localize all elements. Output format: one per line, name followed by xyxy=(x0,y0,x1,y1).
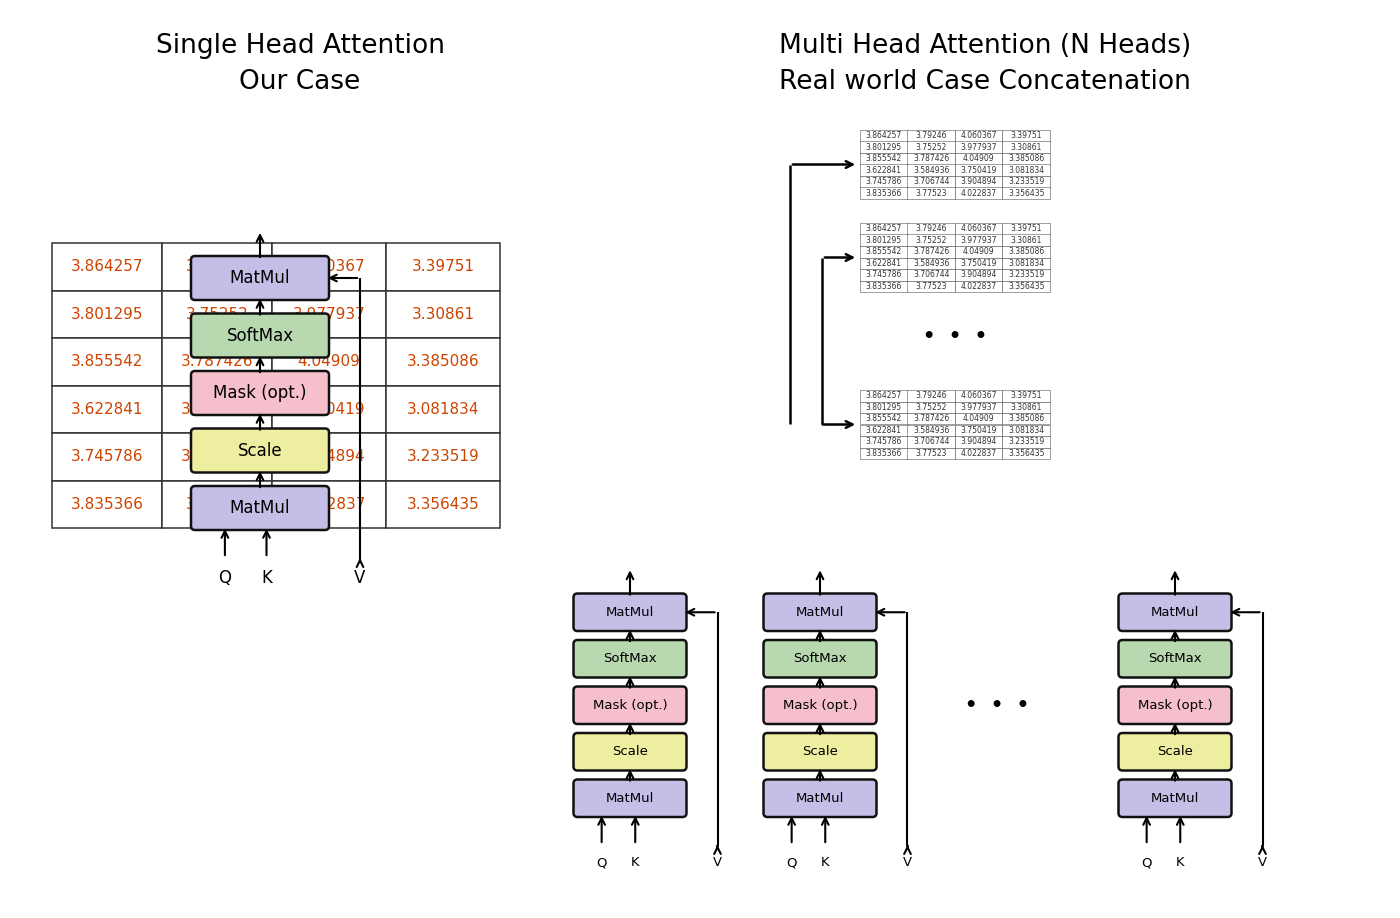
FancyBboxPatch shape xyxy=(1119,640,1232,677)
Text: Mask (opt.): Mask (opt.) xyxy=(592,699,668,711)
Bar xyxy=(1002,164,1050,176)
Text: 3.855542: 3.855542 xyxy=(865,247,902,256)
Text: 3.30861: 3.30861 xyxy=(1011,403,1042,412)
Bar xyxy=(1002,234,1050,246)
Bar xyxy=(52,243,162,290)
Text: 3.75252: 3.75252 xyxy=(186,307,248,321)
FancyBboxPatch shape xyxy=(1119,779,1232,817)
Text: 4.022837: 4.022837 xyxy=(960,449,997,458)
Bar xyxy=(860,176,907,187)
Text: 3.750419: 3.750419 xyxy=(960,166,997,174)
Text: 3.584936: 3.584936 xyxy=(913,426,949,435)
Bar xyxy=(955,424,1002,436)
Text: 3.745786: 3.745786 xyxy=(865,437,902,446)
Bar xyxy=(860,269,907,281)
Text: 3.835366: 3.835366 xyxy=(865,282,902,291)
Text: MatMul: MatMul xyxy=(795,791,844,805)
Bar xyxy=(1002,269,1050,281)
Text: 3.77523: 3.77523 xyxy=(916,189,946,197)
Text: 3.30861: 3.30861 xyxy=(1011,143,1042,151)
Text: 3.356435: 3.356435 xyxy=(406,497,479,511)
Bar xyxy=(1002,401,1050,413)
Text: 3.30861: 3.30861 xyxy=(1011,236,1042,245)
Text: 3.904894: 3.904894 xyxy=(960,177,997,186)
Bar xyxy=(860,153,907,164)
Text: 3.706744: 3.706744 xyxy=(913,270,949,279)
Bar xyxy=(907,164,955,176)
Bar xyxy=(52,386,162,433)
Bar xyxy=(907,390,955,401)
Text: 3.855542: 3.855542 xyxy=(865,154,902,163)
Text: K: K xyxy=(260,569,272,587)
Text: MatMul: MatMul xyxy=(1151,791,1200,805)
Bar xyxy=(272,480,386,528)
Bar xyxy=(955,187,1002,199)
Text: 3.855542: 3.855542 xyxy=(865,414,902,423)
Text: 3.835366: 3.835366 xyxy=(865,449,902,458)
Text: 3.77523: 3.77523 xyxy=(916,282,946,291)
FancyBboxPatch shape xyxy=(763,733,876,770)
Text: 4.022837: 4.022837 xyxy=(293,497,365,511)
Text: 3.39751: 3.39751 xyxy=(1011,391,1042,400)
FancyBboxPatch shape xyxy=(190,371,329,415)
Bar xyxy=(955,258,1002,269)
Text: 3.745786: 3.745786 xyxy=(71,449,143,465)
Text: 3.356435: 3.356435 xyxy=(1008,282,1044,291)
FancyBboxPatch shape xyxy=(574,640,686,677)
Bar xyxy=(860,281,907,292)
Bar xyxy=(907,130,955,141)
Text: 3.356435: 3.356435 xyxy=(1008,449,1044,458)
Text: 3.977937: 3.977937 xyxy=(960,143,997,151)
Text: 3.385086: 3.385086 xyxy=(406,354,479,369)
Bar xyxy=(955,281,1002,292)
Bar xyxy=(955,130,1002,141)
Text: V: V xyxy=(354,569,365,587)
FancyBboxPatch shape xyxy=(190,486,329,530)
Text: 3.622841: 3.622841 xyxy=(71,402,143,417)
FancyBboxPatch shape xyxy=(1119,687,1232,724)
Text: MatMul: MatMul xyxy=(795,606,844,619)
Bar xyxy=(860,223,907,234)
Bar xyxy=(1002,246,1050,258)
Text: K: K xyxy=(820,856,830,869)
Text: 3.904894: 3.904894 xyxy=(293,449,365,465)
Bar xyxy=(907,281,955,292)
Text: 3.385086: 3.385086 xyxy=(1008,247,1044,256)
Bar xyxy=(162,290,272,338)
Text: 3.706744: 3.706744 xyxy=(913,437,949,446)
Text: Scale: Scale xyxy=(802,745,839,758)
Bar xyxy=(1002,258,1050,269)
Text: 3.622841: 3.622841 xyxy=(865,259,902,268)
Text: SoftMax: SoftMax xyxy=(603,653,657,666)
Bar xyxy=(1002,281,1050,292)
Bar xyxy=(272,243,386,290)
Text: MatMul: MatMul xyxy=(606,791,654,805)
Text: 3.79246: 3.79246 xyxy=(916,224,946,233)
Bar xyxy=(907,401,955,413)
Text: 3.081834: 3.081834 xyxy=(1008,259,1044,268)
Text: 3.835366: 3.835366 xyxy=(70,497,143,511)
Text: K: K xyxy=(631,856,640,869)
Text: 3.584936: 3.584936 xyxy=(913,166,949,174)
Text: 3.787426: 3.787426 xyxy=(913,414,949,423)
Text: 3.75252: 3.75252 xyxy=(916,143,946,151)
FancyBboxPatch shape xyxy=(574,594,686,631)
Text: 3.801295: 3.801295 xyxy=(865,143,902,151)
Text: 3.356435: 3.356435 xyxy=(1008,189,1044,197)
Text: 3.77523: 3.77523 xyxy=(916,449,946,458)
Bar xyxy=(955,269,1002,281)
Bar xyxy=(860,413,907,424)
Text: 3.30861: 3.30861 xyxy=(412,307,475,321)
Bar xyxy=(1002,223,1050,234)
Text: 4.022837: 4.022837 xyxy=(960,189,997,197)
Bar xyxy=(162,243,272,290)
Bar xyxy=(860,401,907,413)
Text: MatMul: MatMul xyxy=(230,269,290,287)
Bar xyxy=(860,141,907,153)
Bar xyxy=(162,433,272,480)
Bar xyxy=(386,386,500,433)
Text: 4.04909: 4.04909 xyxy=(963,154,994,163)
Bar xyxy=(860,130,907,141)
Text: 3.864257: 3.864257 xyxy=(865,391,902,400)
